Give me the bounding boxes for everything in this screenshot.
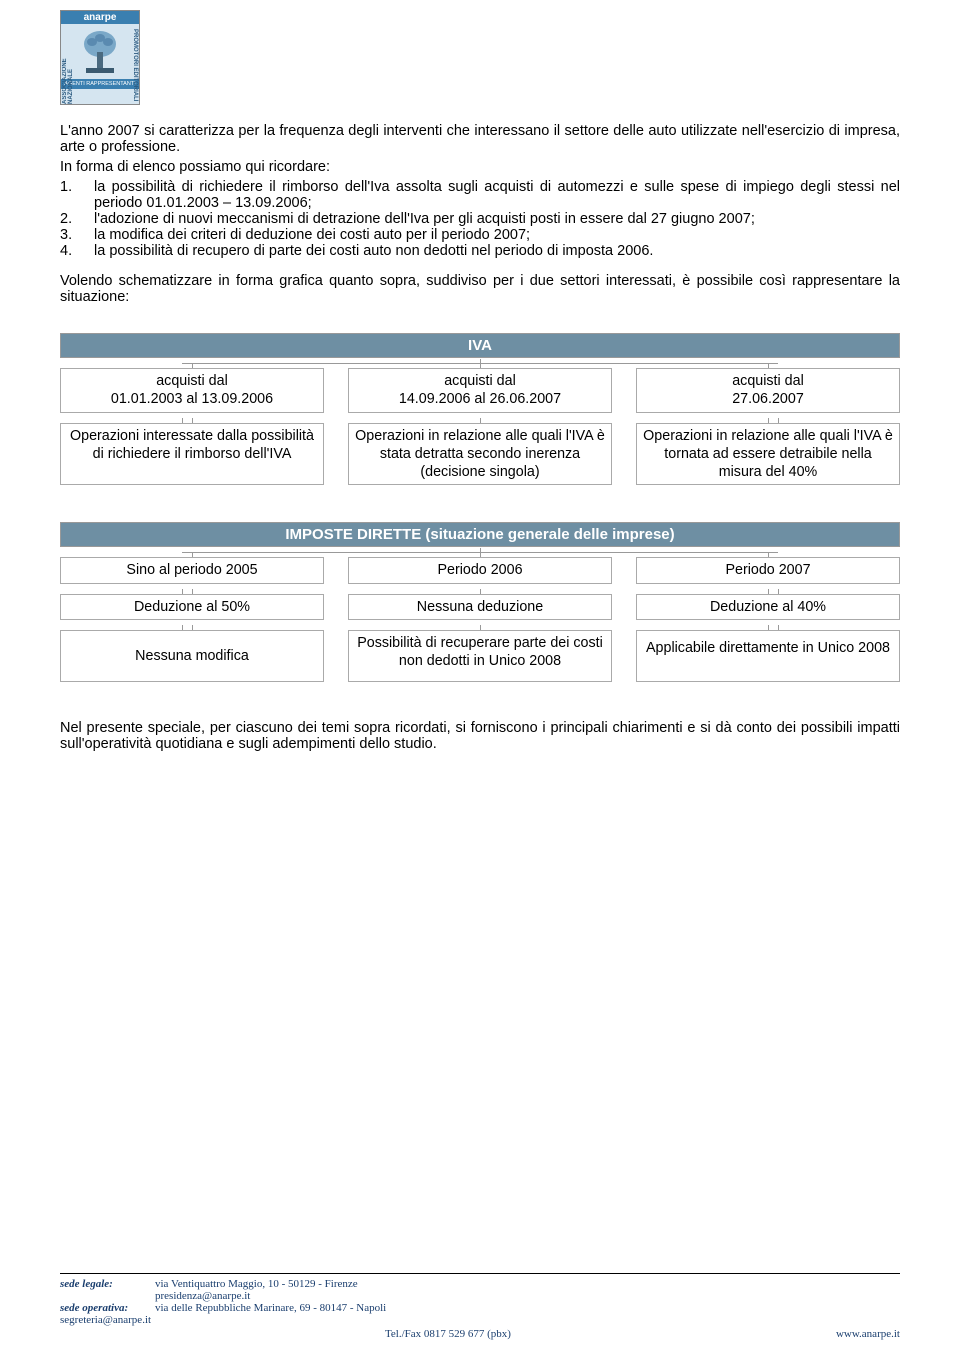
dirette-cell: Periodo 2006	[348, 557, 612, 583]
list-item: 1. la possibilità di richiedere il rimbo…	[60, 179, 900, 211]
footer-tel: Tel./Fax 0817 529 677 (pbx)	[385, 1328, 511, 1340]
intro-paragraph-2: In forma di elenco possiamo qui ricordar…	[60, 159, 900, 175]
closing-paragraph: Nel presente speciale, per ciascuno dei …	[60, 720, 900, 752]
numbered-list: 1. la possibilità di richiedere il rimbo…	[60, 179, 900, 259]
dirette-cell: Possibilità di recuperare parte dei cost…	[348, 630, 612, 682]
list-item: 4. la possibilità di recupero di parte d…	[60, 243, 900, 259]
summary-paragraph: Volendo schematizzare in forma grafica q…	[60, 273, 900, 305]
intro-paragraph-1: L'anno 2007 si caratterizza per la frequ…	[60, 123, 900, 155]
dirette-header-band: IMPOSTE DIRETTE (situazione generale del…	[60, 522, 900, 547]
list-item: 2. l'adozione di nuovi meccanismi di det…	[60, 211, 900, 227]
footer-email-1: presidenza@anarpe.it	[155, 1290, 250, 1302]
footer-sede-operativa: via delle Repubbliche Marinare, 69 - 801…	[155, 1302, 386, 1314]
dirette-cell: Deduzione al 50%	[60, 594, 324, 620]
dirette-row-2: Deduzione al 50% Nessuna deduzione Deduz…	[60, 594, 900, 620]
iva-header-band: IVA	[60, 333, 900, 358]
footer-sede-legale: via Ventiquattro Maggio, 10 - 50129 - Fi…	[155, 1278, 358, 1290]
logo-title: anarpe	[61, 11, 139, 24]
list-number: 2.	[60, 211, 94, 227]
dirette-row-1: Sino al periodo 2005 Periodo 2006 Period…	[60, 557, 900, 583]
list-number: 1.	[60, 179, 94, 211]
dirette-cell: Applicabile direttamente in Unico 2008	[636, 630, 900, 682]
iva-cell: Operazioni in relazione alle quali l'IVA…	[636, 423, 900, 486]
dirette-cell: Nessuna modifica	[60, 630, 324, 682]
list-text: la possibilità di richiedere il rimborso…	[94, 179, 900, 211]
footer-sede-legale-label: sede legale:	[60, 1278, 155, 1290]
logo-side-left: ASSOCIAZIONE NAZIONALE	[62, 29, 74, 104]
page-footer: sede legale: via Ventiquattro Maggio, 10…	[60, 1273, 900, 1340]
footer-sede-operativa-label: sede operativa:	[60, 1302, 155, 1314]
logo-side-right: PROMOTORI EDITORIALI	[132, 29, 138, 101]
iva-cell: acquisti dal 27.06.2007	[636, 368, 900, 413]
iva-row-1: acquisti dal 01.01.2003 al 13.09.2006 ac…	[60, 368, 900, 413]
iva-cell: acquisti dal 14.09.2006 al 26.06.2007	[348, 368, 612, 413]
footer-email-2: segreteria@anarpe.it	[60, 1314, 151, 1326]
iva-cell: acquisti dal 01.01.2003 al 13.09.2006	[60, 368, 324, 413]
dirette-cell: Sino al periodo 2005	[60, 557, 324, 583]
dirette-row-3: Nessuna modifica Possibilità di recupera…	[60, 630, 900, 682]
iva-cell: Operazioni in relazione alle quali l'IVA…	[348, 423, 612, 486]
list-item: 3. la modifica dei criteri di deduzione …	[60, 227, 900, 243]
dirette-cell: Periodo 2007	[636, 557, 900, 583]
dirette-cell: Deduzione al 40%	[636, 594, 900, 620]
list-text: la modifica dei criteri di deduzione dei…	[94, 227, 900, 243]
footer-web: www.anarpe.it	[836, 1328, 900, 1340]
dirette-cell: Nessuna deduzione	[348, 594, 612, 620]
list-text: l'adozione di nuovi meccanismi di detraz…	[94, 211, 900, 227]
logo: anarpe ASSOCIAZIONE NAZIONALE PROMOTORI …	[60, 10, 140, 105]
list-number: 3.	[60, 227, 94, 243]
iva-row-2: Operazioni interessate dalla possibilità…	[60, 423, 900, 486]
list-text: la possibilità di recupero di parte dei …	[94, 243, 900, 259]
iva-cell: Operazioni interessate dalla possibilità…	[60, 423, 324, 486]
list-number: 4.	[60, 243, 94, 259]
